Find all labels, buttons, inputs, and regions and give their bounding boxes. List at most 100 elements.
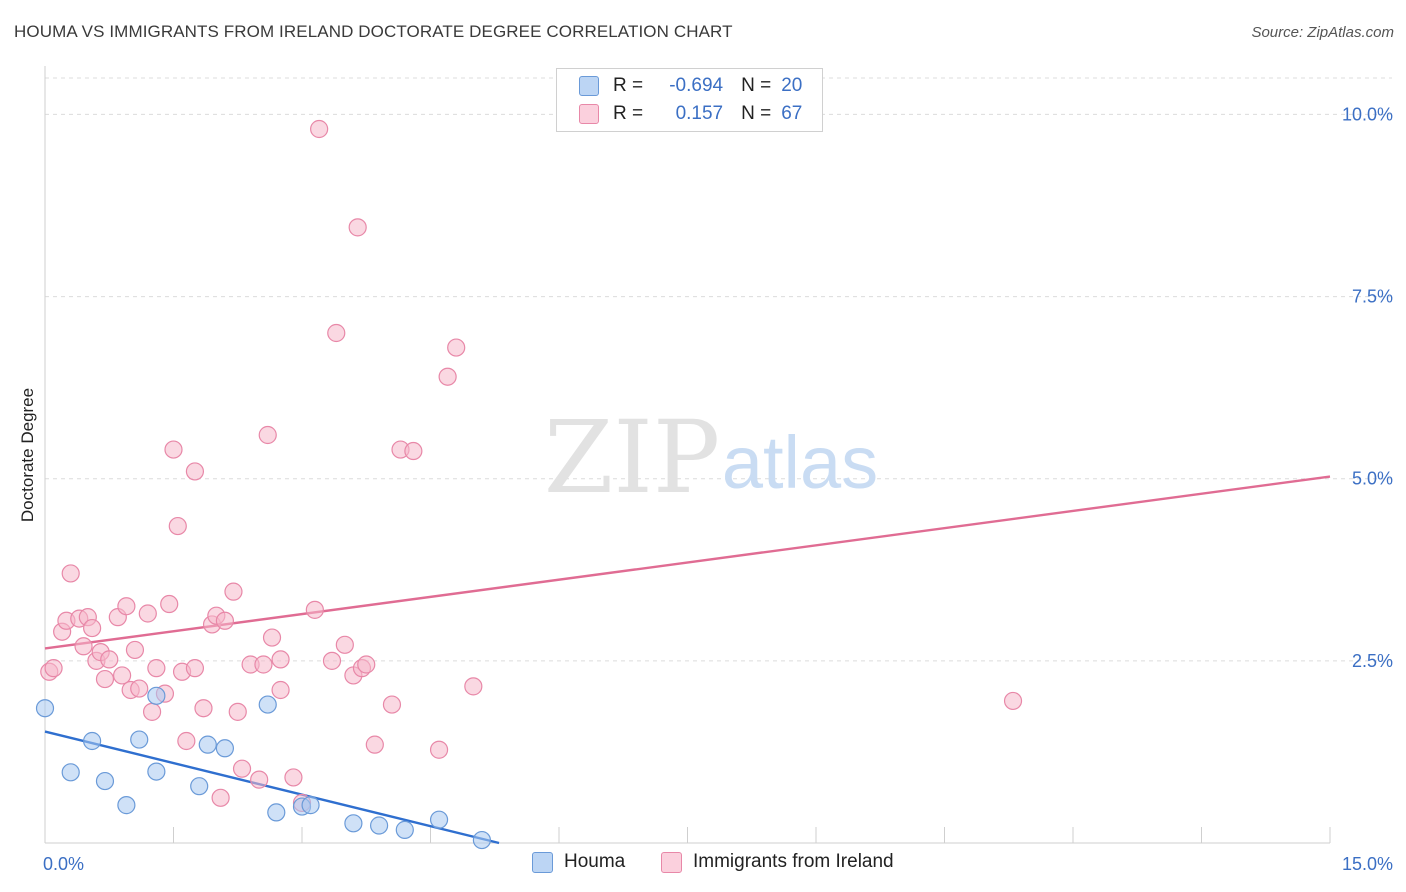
houma-point xyxy=(147,762,166,781)
ireland-point xyxy=(365,735,384,754)
n-value: 20 xyxy=(781,75,803,96)
ireland-point xyxy=(284,768,303,787)
x-tick-label-min: 0.0% xyxy=(43,854,84,874)
ireland-point xyxy=(271,650,290,669)
y-tick-label: 10.0% xyxy=(1342,104,1393,124)
series-legend: Houma Immigrants from Ireland xyxy=(0,851,1406,879)
ireland-point xyxy=(95,669,115,689)
ireland-point xyxy=(464,677,483,696)
ireland-point xyxy=(271,680,290,700)
r-label: R = xyxy=(613,103,644,124)
ireland-point xyxy=(164,440,183,459)
houma-point xyxy=(130,730,149,749)
ireland-point xyxy=(117,597,136,616)
ireland-point xyxy=(232,759,252,778)
chart-title: HOUMA VS IMMIGRANTS FROM IRELAND DOCTORA… xyxy=(14,22,733,41)
ireland-point xyxy=(83,618,102,638)
y-tick-label: 7.5% xyxy=(1352,287,1393,307)
houma-point xyxy=(370,816,389,835)
ireland-point xyxy=(258,425,277,445)
houma-point xyxy=(267,803,286,822)
legend-label-houma: Houma xyxy=(564,851,626,872)
houma-point xyxy=(190,777,209,796)
ireland-point xyxy=(305,600,324,619)
legend-row-ireland: R = 0.157 N = 67 xyxy=(579,101,802,127)
ireland-point xyxy=(357,655,376,674)
r-label: R = xyxy=(613,75,644,96)
ireland-point xyxy=(215,611,234,630)
ireland-point xyxy=(335,635,354,654)
ireland-point xyxy=(438,367,457,386)
source-credit: Source: ZipAtlas.com xyxy=(1251,24,1394,41)
ireland-point xyxy=(211,788,230,807)
ireland-point xyxy=(185,462,205,481)
ireland-point xyxy=(177,731,196,751)
ireland-point xyxy=(429,740,449,759)
ireland-point xyxy=(147,659,166,678)
watermark: ZIP atlas xyxy=(544,399,878,516)
houma-swatch xyxy=(532,851,553,873)
ireland-point xyxy=(130,679,149,698)
ireland-point xyxy=(1003,691,1023,711)
ireland-point xyxy=(262,628,282,647)
watermark-zip: ZIP xyxy=(544,399,720,516)
houma-point xyxy=(61,763,80,782)
ireland-point xyxy=(250,770,269,789)
y-tick-label: 5.0% xyxy=(1352,469,1393,489)
houma-point xyxy=(472,830,491,850)
ireland-point xyxy=(100,650,119,669)
ireland-point xyxy=(142,702,162,721)
houma-trend-line xyxy=(44,730,500,845)
n-label: N = xyxy=(741,75,772,96)
houma-point xyxy=(301,796,320,815)
ireland-point xyxy=(348,218,367,237)
ireland-point xyxy=(138,604,157,623)
ireland-point xyxy=(194,699,213,718)
legend-label-ireland: Immigrants from Ireland xyxy=(693,851,894,872)
x-tick-label-max: 15.0% xyxy=(1342,854,1393,874)
ireland-point xyxy=(254,655,273,674)
houma-point xyxy=(83,731,102,751)
ireland-point xyxy=(224,582,243,601)
data-points xyxy=(35,119,1023,850)
legend-row-houma: R = -0.694 N = 20 xyxy=(579,73,802,99)
r-value: 0.157 xyxy=(675,103,724,124)
ireland-point xyxy=(228,702,247,721)
trend-lines xyxy=(44,475,1331,845)
watermark-atlas: atlas xyxy=(722,421,878,504)
ireland-point xyxy=(61,564,80,583)
ireland-point xyxy=(382,695,402,714)
houma-point xyxy=(395,820,414,839)
ireland-point xyxy=(447,338,466,357)
ireland-point xyxy=(125,640,145,660)
houma-point xyxy=(429,810,449,829)
legend-item-houma: Houma xyxy=(532,851,625,873)
ireland-point xyxy=(160,594,179,614)
houma-swatch xyxy=(579,76,599,96)
ireland-point xyxy=(74,637,93,656)
ireland-trend-line xyxy=(44,475,1331,650)
houma-point xyxy=(258,695,277,714)
ireland-point xyxy=(168,516,187,536)
houma-point xyxy=(147,686,166,705)
ireland-point xyxy=(327,323,346,343)
ireland-point xyxy=(310,119,329,139)
correlation-legend: R = -0.694 N = 20 R = 0.157 N = 67 xyxy=(556,68,823,132)
ireland-swatch xyxy=(661,851,682,873)
tick-labels: 2.5% 5.0% 7.5% 10.0% 0.0% 15.0% xyxy=(43,104,1393,874)
ireland-point xyxy=(112,666,132,685)
houma-point xyxy=(344,814,363,833)
legend-item-ireland: Immigrants from Ireland xyxy=(661,851,894,873)
ireland-point xyxy=(185,659,205,678)
ireland-point xyxy=(404,441,423,461)
ireland-swatch xyxy=(579,104,599,124)
ireland-point xyxy=(322,651,342,670)
n-label: N = xyxy=(741,103,772,124)
r-value: -0.694 xyxy=(669,75,724,96)
ireland-point xyxy=(44,659,63,678)
houma-point xyxy=(215,739,234,758)
y-tick-label: 2.5% xyxy=(1352,651,1393,671)
houma-point xyxy=(198,735,217,754)
houma-point xyxy=(35,699,55,718)
